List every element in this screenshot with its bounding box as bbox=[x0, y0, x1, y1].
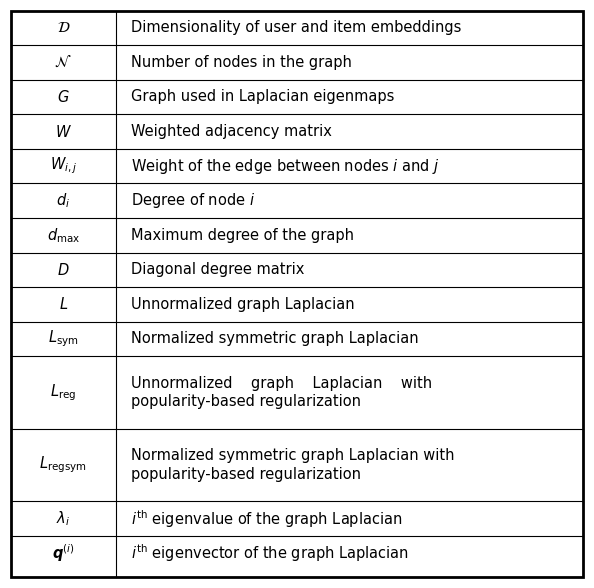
Text: $G$: $G$ bbox=[57, 89, 69, 105]
Text: $\boldsymbol{q}^{(i)}$: $\boldsymbol{q}^{(i)}$ bbox=[52, 542, 74, 564]
Text: $d_i$: $d_i$ bbox=[56, 191, 70, 210]
Text: $\mathcal{N}$: $\mathcal{N}$ bbox=[55, 55, 72, 70]
Text: Unnormalized graph Laplacian: Unnormalized graph Laplacian bbox=[131, 297, 354, 312]
Text: Degree of node $i$: Degree of node $i$ bbox=[131, 191, 255, 210]
Text: Normalized symmetric graph Laplacian with: Normalized symmetric graph Laplacian wit… bbox=[131, 449, 454, 463]
Text: popularity-based regularization: popularity-based regularization bbox=[131, 394, 361, 409]
Text: $i^{\mathrm{th}}$ eigenvector of the graph Laplacian: $i^{\mathrm{th}}$ eigenvector of the gra… bbox=[131, 542, 409, 564]
Text: $W_{i,j}$: $W_{i,j}$ bbox=[49, 156, 77, 176]
Text: $D$: $D$ bbox=[57, 262, 69, 278]
Text: Normalized symmetric graph Laplacian: Normalized symmetric graph Laplacian bbox=[131, 332, 418, 346]
Text: Graph used in Laplacian eigenmaps: Graph used in Laplacian eigenmaps bbox=[131, 89, 394, 105]
Text: Dimensionality of user and item embeddings: Dimensionality of user and item embeddin… bbox=[131, 21, 461, 35]
Text: Diagonal degree matrix: Diagonal degree matrix bbox=[131, 262, 304, 278]
Text: Number of nodes in the graph: Number of nodes in the graph bbox=[131, 55, 352, 70]
Text: $\lambda_i$: $\lambda_i$ bbox=[56, 509, 70, 528]
Text: popularity-based regularization: popularity-based regularization bbox=[131, 467, 361, 482]
Text: $L_{\mathrm{regsym}}$: $L_{\mathrm{regsym}}$ bbox=[39, 455, 87, 475]
Text: Maximum degree of the graph: Maximum degree of the graph bbox=[131, 228, 353, 243]
Text: Weighted adjacency matrix: Weighted adjacency matrix bbox=[131, 124, 331, 139]
Text: $L$: $L$ bbox=[59, 296, 68, 312]
Text: $L_{\mathrm{sym}}$: $L_{\mathrm{sym}}$ bbox=[48, 329, 78, 349]
Text: $L_{\mathrm{reg}}$: $L_{\mathrm{reg}}$ bbox=[50, 382, 77, 403]
Text: Weight of the edge between nodes $i$ and $j$: Weight of the edge between nodes $i$ and… bbox=[131, 156, 440, 176]
Text: $\mathcal{D}$: $\mathcal{D}$ bbox=[56, 21, 70, 35]
Text: $d_{\mathrm{max}}$: $d_{\mathrm{max}}$ bbox=[47, 226, 80, 245]
Text: Unnormalized    graph    Laplacian    with: Unnormalized graph Laplacian with bbox=[131, 376, 432, 391]
Text: $i^{\mathrm{th}}$ eigenvalue of the graph Laplacian: $i^{\mathrm{th}}$ eigenvalue of the grap… bbox=[131, 508, 402, 530]
Text: $W$: $W$ bbox=[55, 123, 72, 139]
